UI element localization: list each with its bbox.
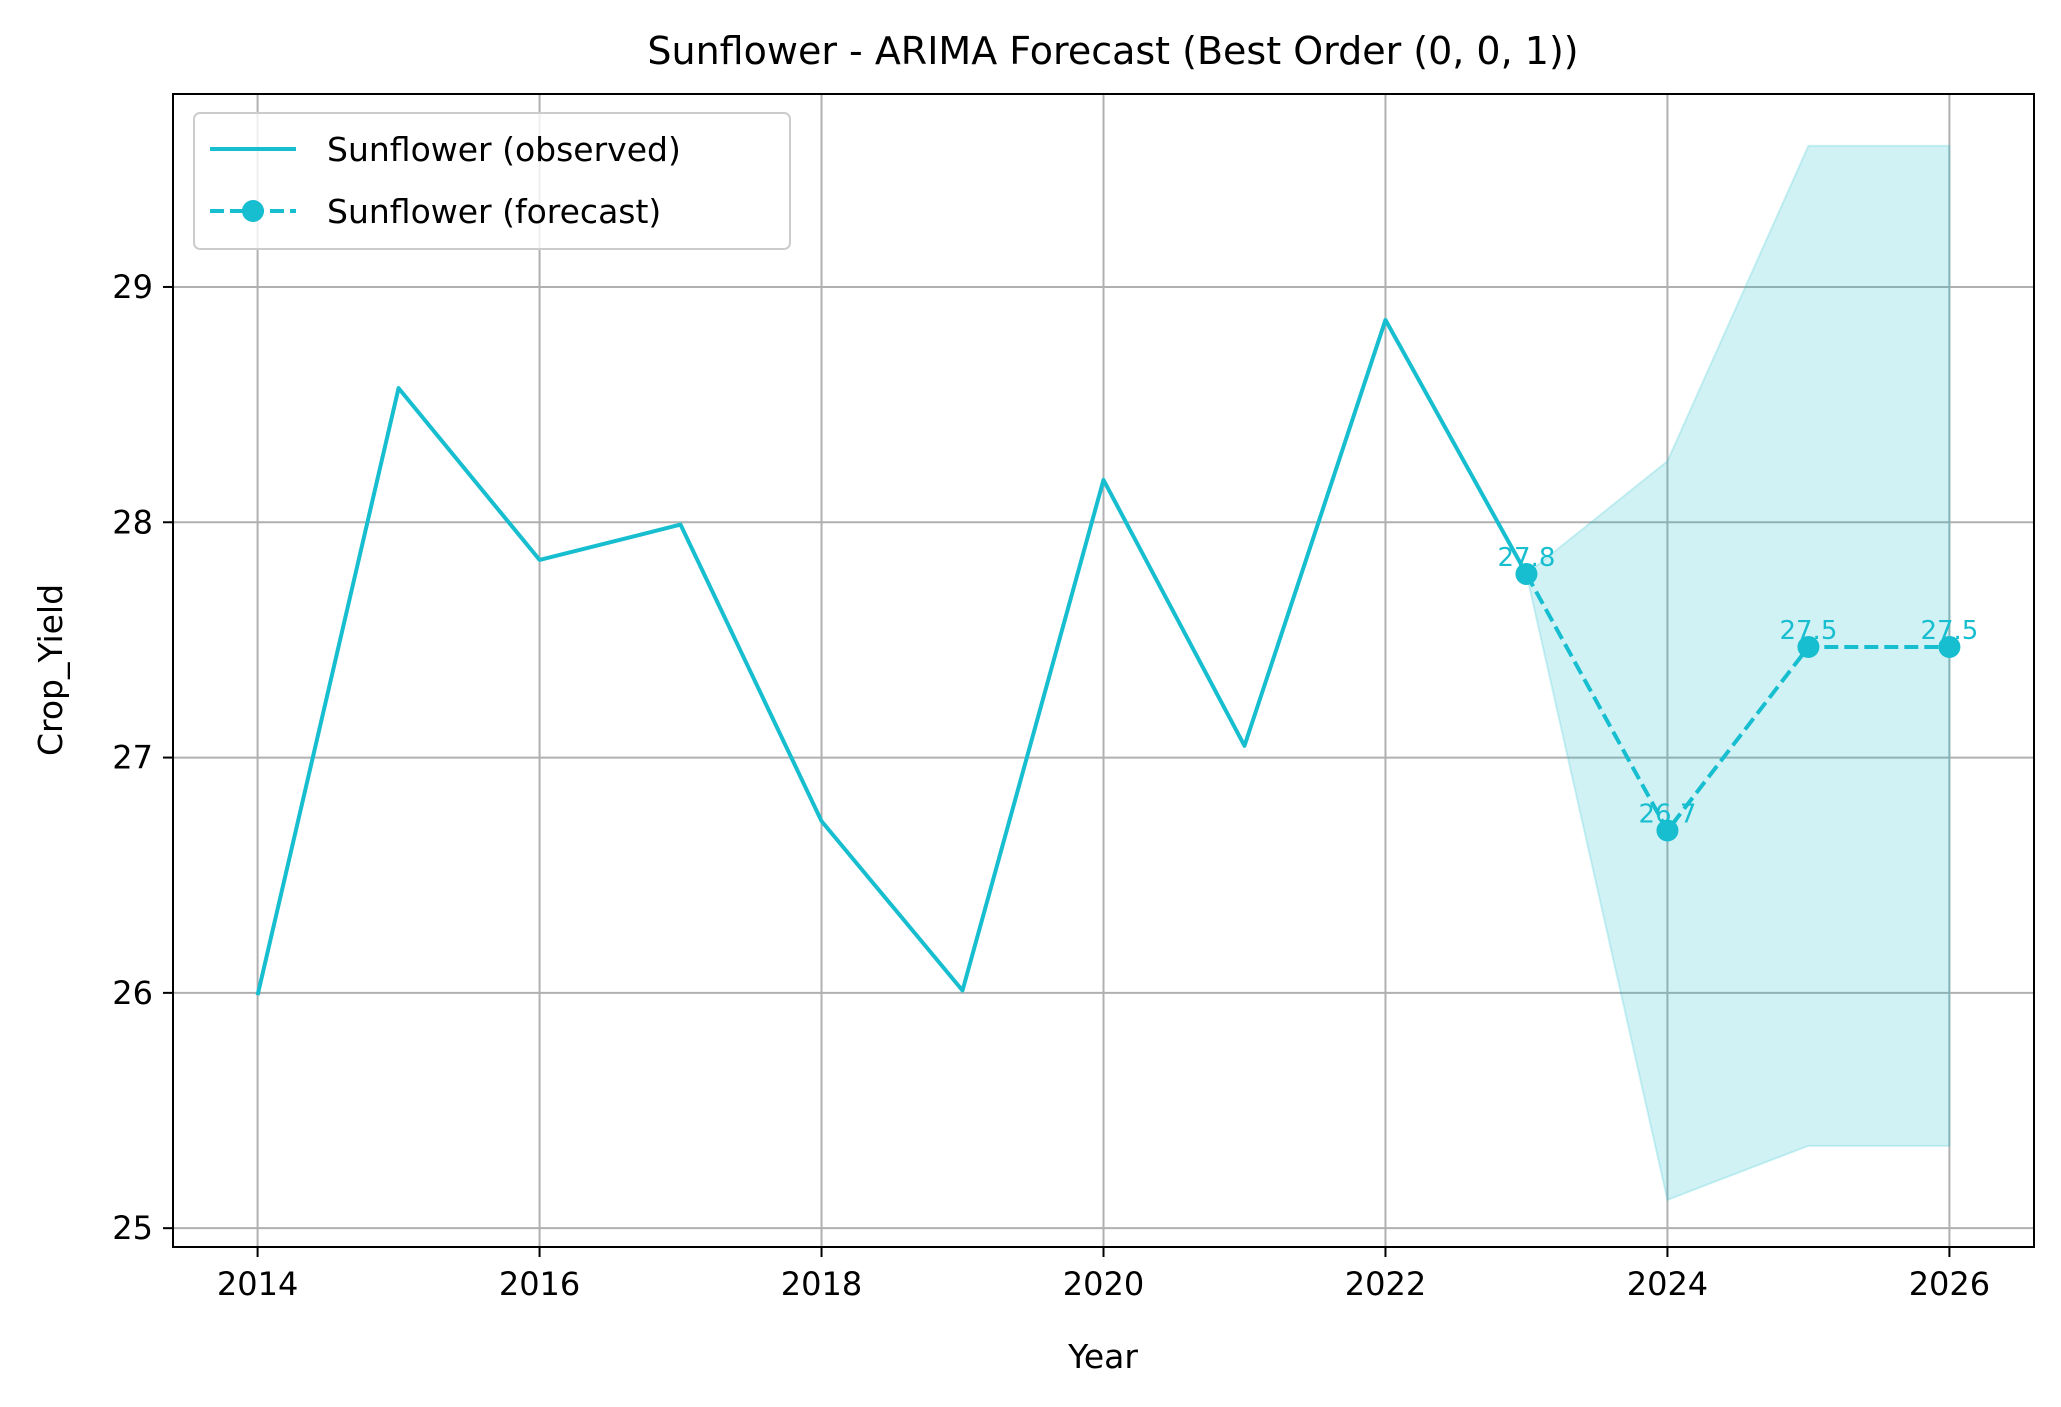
forecast-point	[1938, 635, 1961, 658]
x-tick-label: 2018	[781, 1265, 862, 1303]
forecast-point	[1656, 819, 1679, 842]
forecast-data-label: 26.7	[1638, 800, 1696, 830]
x-tick-label: 2026	[1909, 1265, 1990, 1303]
forecast-data-label: 27.5	[1779, 616, 1837, 646]
confidence-band	[1525, 144, 1951, 1202]
forecast-point	[1515, 563, 1538, 586]
legend: Sunflower (observed) Sunflower (forecast…	[193, 112, 791, 250]
confidence-interval-area	[1525, 144, 1951, 1202]
y-tick-label: 28	[112, 503, 153, 541]
observed-series-line	[255, 317, 1529, 996]
x-tick-label: 2016	[499, 1265, 580, 1303]
x-tick-label: 2024	[1627, 1265, 1708, 1303]
x-tick-label: 2014	[217, 1265, 298, 1303]
x-axis-label: Year	[1067, 1337, 1138, 1376]
data-labels: 27.8 26.7 27.5 27.5	[1498, 543, 1979, 829]
x-tick-label: 2020	[1063, 1265, 1144, 1303]
y-tick-label: 29	[112, 268, 153, 306]
y-tick-label: 25	[112, 1209, 153, 1247]
legend-box	[193, 112, 791, 250]
forecast-data-label: 27.8	[1498, 543, 1556, 573]
forecast-data-label: 27.5	[1920, 616, 1978, 646]
y-axis-label: Crop_Yield	[31, 584, 70, 756]
chart-title: Sunflower - ARIMA Forecast (Best Order (…	[647, 29, 1578, 73]
legend-forecast-label: Sunflower (forecast)	[327, 192, 661, 231]
axis-ticks: 2014 2016 2018 2020 2022 2024 2026 25 26 27 28 29	[112, 268, 1990, 1303]
legend-forecast-marker	[242, 200, 264, 222]
legend-observed-label: Sunflower (observed)	[327, 130, 681, 169]
y-tick-label: 26	[112, 974, 153, 1012]
y-tick-label: 27	[112, 739, 153, 777]
forecast-series-line	[1524, 573, 1950, 835]
series	[255, 317, 1961, 996]
x-tick-label: 2022	[1345, 1265, 1426, 1303]
forecast-point	[1797, 635, 1820, 658]
